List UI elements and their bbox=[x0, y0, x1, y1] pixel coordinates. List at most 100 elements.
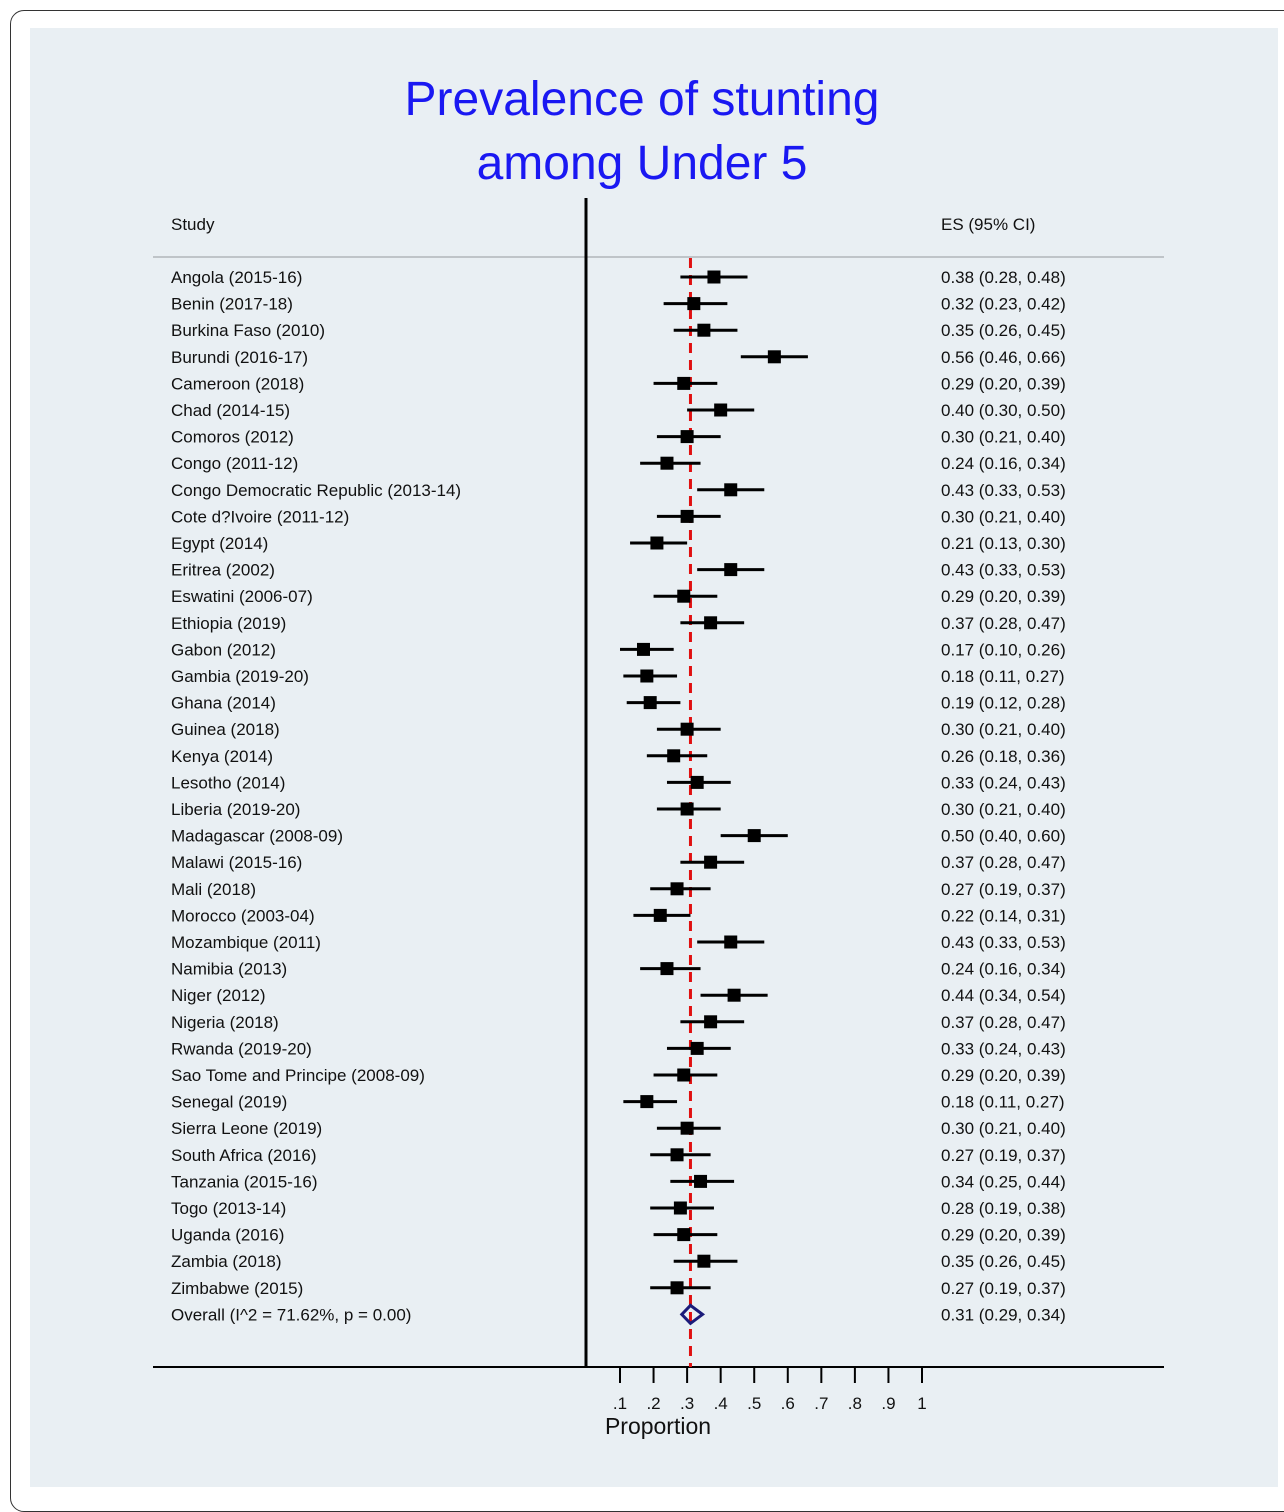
point-estimate-marker bbox=[680, 509, 694, 523]
x-tick-label: .5 bbox=[747, 1394, 761, 1413]
study-label: Ghana (2014) bbox=[171, 694, 276, 713]
overall-label: Overall (I^2 = 71.62%, p = 0.00) bbox=[171, 1305, 411, 1324]
study-estimate-text: 0.35 (0.26, 0.45) bbox=[941, 321, 1066, 340]
point-estimate-marker bbox=[724, 935, 738, 949]
study-estimate-text: 0.32 (0.23, 0.42) bbox=[941, 295, 1066, 314]
point-estimate-marker bbox=[714, 403, 728, 417]
study-label: Gambia (2019-20) bbox=[171, 667, 309, 686]
point-estimate-marker bbox=[670, 882, 684, 896]
overall-diamond bbox=[679, 1303, 706, 1326]
point-estimate-marker bbox=[650, 536, 664, 550]
point-estimate-marker bbox=[704, 616, 718, 630]
x-tick-label: 1 bbox=[917, 1394, 926, 1413]
study-estimate-text: 0.37 (0.28, 0.47) bbox=[941, 1013, 1066, 1032]
x-tick-label: .3 bbox=[680, 1394, 694, 1413]
study-label: Tanzania (2015-16) bbox=[171, 1172, 317, 1191]
point-estimate-marker bbox=[677, 1068, 691, 1082]
point-estimate-marker bbox=[690, 775, 704, 789]
study-estimate-text: 0.18 (0.11, 0.27) bbox=[941, 1093, 1065, 1112]
study-estimate-text: 0.24 (0.16, 0.34) bbox=[941, 454, 1066, 473]
study-label: Senegal (2019) bbox=[171, 1093, 287, 1112]
study-label: Liberia (2019-20) bbox=[171, 800, 300, 819]
study-estimate-text: 0.27 (0.19, 0.37) bbox=[941, 880, 1066, 899]
point-estimate-marker bbox=[643, 696, 657, 710]
study-label: Burkina Faso (2010) bbox=[171, 321, 325, 340]
study-estimate-text: 0.34 (0.25, 0.44) bbox=[941, 1172, 1066, 1191]
point-estimate-marker bbox=[670, 1148, 684, 1162]
study-label: Comoros (2012) bbox=[171, 428, 294, 447]
study-estimate-text: 0.37 (0.28, 0.47) bbox=[941, 853, 1066, 872]
study-label: Sierra Leone (2019) bbox=[171, 1119, 322, 1138]
study-label: Uganda (2016) bbox=[171, 1226, 284, 1245]
study-label: Zimbabwe (2015) bbox=[171, 1279, 303, 1298]
study-estimate-text: 0.40 (0.30, 0.50) bbox=[941, 401, 1066, 420]
point-estimate-marker bbox=[690, 1041, 704, 1055]
study-label: Cameroon (2018) bbox=[171, 374, 304, 393]
point-estimate-marker bbox=[636, 642, 650, 656]
study-label: Togo (2013-14) bbox=[171, 1199, 286, 1218]
study-estimate-text: 0.27 (0.19, 0.37) bbox=[941, 1146, 1066, 1165]
point-estimate-marker bbox=[660, 962, 674, 976]
study-estimate-text: 0.17 (0.10, 0.26) bbox=[941, 640, 1066, 659]
point-estimate-marker bbox=[704, 1015, 718, 1029]
study-estimate-text: 0.30 (0.21, 0.40) bbox=[941, 428, 1066, 447]
study-estimate-text: 0.29 (0.20, 0.39) bbox=[941, 374, 1066, 393]
x-tick-label: .8 bbox=[848, 1394, 862, 1413]
study-label: Mozambique (2011) bbox=[171, 933, 321, 952]
study-label: Congo Democratic Republic (2013-14) bbox=[171, 481, 461, 500]
point-estimate-marker bbox=[667, 749, 681, 763]
estimate-column-header: ES (95% CI) bbox=[941, 215, 1035, 234]
study-estimate-text: 0.18 (0.11, 0.27) bbox=[941, 667, 1065, 686]
overall-estimate-text: 0.31 (0.29, 0.34) bbox=[941, 1305, 1066, 1324]
chart-title-line-2: among Under 5 bbox=[476, 137, 808, 190]
study-label: Nigeria (2018) bbox=[171, 1013, 279, 1032]
study-estimate-text: 0.43 (0.33, 0.53) bbox=[941, 933, 1066, 952]
study-label: Angola (2015-16) bbox=[171, 268, 302, 287]
study-estimate-text: 0.37 (0.28, 0.47) bbox=[941, 614, 1066, 633]
study-label: Cote d?Ivoire (2011-12) bbox=[171, 507, 349, 526]
point-estimate-marker bbox=[677, 376, 691, 390]
study-label: Gabon (2012) bbox=[171, 640, 276, 659]
study-estimate-text: 0.30 (0.21, 0.40) bbox=[941, 720, 1066, 739]
study-label: Morocco (2003-04) bbox=[171, 906, 315, 925]
point-estimate-marker bbox=[747, 829, 761, 843]
point-estimate-marker bbox=[677, 589, 691, 603]
study-label: Rwanda (2019-20) bbox=[171, 1039, 312, 1058]
study-estimate-text: 0.19 (0.12, 0.28) bbox=[941, 694, 1066, 713]
x-tick-label: .9 bbox=[881, 1394, 895, 1413]
point-estimate-marker bbox=[640, 1095, 654, 1109]
study-estimate-text: 0.43 (0.33, 0.53) bbox=[941, 561, 1066, 580]
study-estimate-text: 0.56 (0.46, 0.66) bbox=[941, 348, 1066, 367]
point-estimate-marker bbox=[724, 483, 738, 497]
study-estimate-text: 0.29 (0.20, 0.39) bbox=[941, 1226, 1066, 1245]
study-estimate-text: 0.30 (0.21, 0.40) bbox=[941, 507, 1066, 526]
point-estimate-marker bbox=[673, 1201, 687, 1215]
point-estimate-marker bbox=[680, 722, 694, 736]
point-estimate-marker bbox=[694, 1174, 708, 1188]
point-estimate-marker bbox=[680, 1121, 694, 1135]
x-tick-label: .2 bbox=[646, 1394, 660, 1413]
point-estimate-marker bbox=[670, 1281, 684, 1295]
study-label: Sao Tome and Principe (2008-09) bbox=[171, 1066, 425, 1085]
study-label: Niger (2012) bbox=[171, 986, 266, 1005]
study-label: Malawi (2015-16) bbox=[171, 853, 302, 872]
study-label: Eritrea (2002) bbox=[171, 561, 275, 580]
study-estimate-text: 0.29 (0.20, 0.39) bbox=[941, 587, 1066, 606]
study-estimate-text: 0.28 (0.19, 0.38) bbox=[941, 1199, 1066, 1218]
x-tick-label: .7 bbox=[814, 1394, 828, 1413]
point-estimate-marker bbox=[680, 802, 694, 816]
point-estimate-marker bbox=[727, 988, 741, 1002]
point-estimate-marker bbox=[707, 270, 721, 284]
study-label: Ethiopia (2019) bbox=[171, 614, 286, 633]
study-estimate-text: 0.30 (0.21, 0.40) bbox=[941, 1119, 1066, 1138]
study-estimate-text: 0.35 (0.26, 0.45) bbox=[941, 1252, 1066, 1271]
study-estimate-text: 0.43 (0.33, 0.53) bbox=[941, 481, 1066, 500]
x-axis-label: Proportion bbox=[605, 1413, 711, 1439]
point-estimate-marker bbox=[677, 1228, 691, 1242]
chart-title-line-1: Prevalence of stunting bbox=[404, 73, 880, 126]
study-estimate-text: 0.21 (0.13, 0.30) bbox=[941, 534, 1066, 553]
study-label: Mali (2018) bbox=[171, 880, 256, 899]
study-estimate-text: 0.26 (0.18, 0.36) bbox=[941, 747, 1066, 766]
study-estimate-text: 0.33 (0.24, 0.43) bbox=[941, 1039, 1066, 1058]
study-estimate-text: 0.22 (0.14, 0.31) bbox=[941, 906, 1066, 925]
